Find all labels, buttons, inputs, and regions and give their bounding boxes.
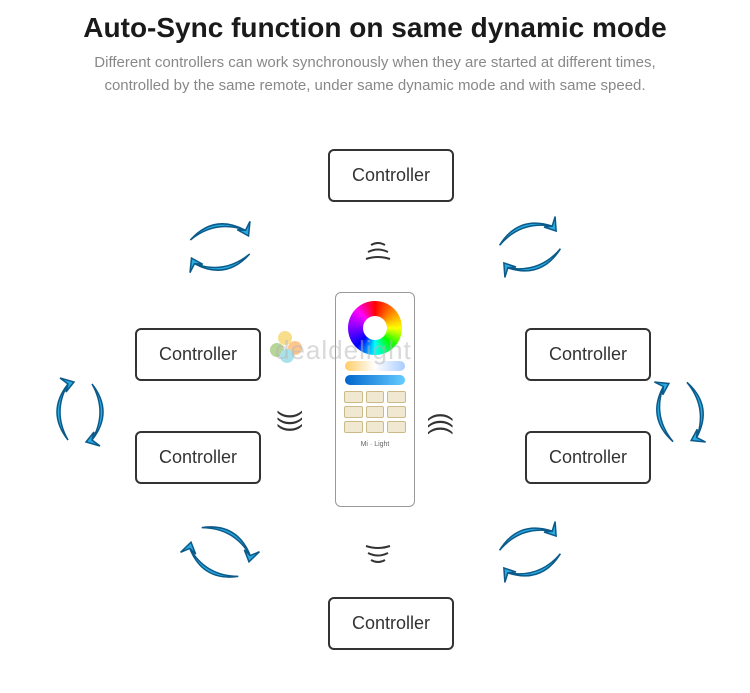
remote-btn xyxy=(387,391,406,403)
signal-icon xyxy=(363,237,393,270)
controller-box: Controller xyxy=(328,149,454,202)
remote-control: Mi · Light xyxy=(335,292,415,507)
remote-btn xyxy=(344,406,363,418)
signal-icon: ((( xyxy=(426,413,457,433)
sync-arrow-icon xyxy=(50,372,110,452)
controller-box: Controller xyxy=(135,431,261,484)
sync-arrow-icon xyxy=(482,205,578,289)
remote-btn xyxy=(344,391,363,403)
signal-icon xyxy=(363,535,393,568)
watermark-icon xyxy=(270,331,310,361)
controller-box: Controller xyxy=(525,431,651,484)
brightness-slider-icon xyxy=(345,375,405,385)
remote-button-grid xyxy=(344,391,406,433)
controller-box: Controller xyxy=(135,328,261,381)
page-subtitle: Different controllers can work synchrono… xyxy=(0,52,750,117)
remote-btn xyxy=(366,391,385,403)
remote-btn xyxy=(387,421,406,433)
remote-btn xyxy=(366,421,385,433)
sync-arrow-icon xyxy=(175,211,264,284)
remote-btn xyxy=(387,406,406,418)
sync-arrow-icon xyxy=(644,367,717,456)
page-title: Auto-Sync function on same dynamic mode xyxy=(0,0,750,52)
cct-slider-icon xyxy=(345,361,405,371)
remote-btn xyxy=(366,406,385,418)
remote-btn xyxy=(344,421,363,433)
sync-diagram: Mi · Light ((( ((( dealdelight Controlle… xyxy=(0,117,750,677)
controller-box: Controller xyxy=(525,328,651,381)
color-wheel-icon xyxy=(348,301,402,355)
sync-arrow-icon xyxy=(482,510,578,594)
controller-box: Controller xyxy=(328,597,454,650)
remote-brand-label: Mi · Light xyxy=(342,441,408,448)
sync-arrow-icon xyxy=(170,506,269,598)
signal-icon: ((( xyxy=(272,413,303,433)
